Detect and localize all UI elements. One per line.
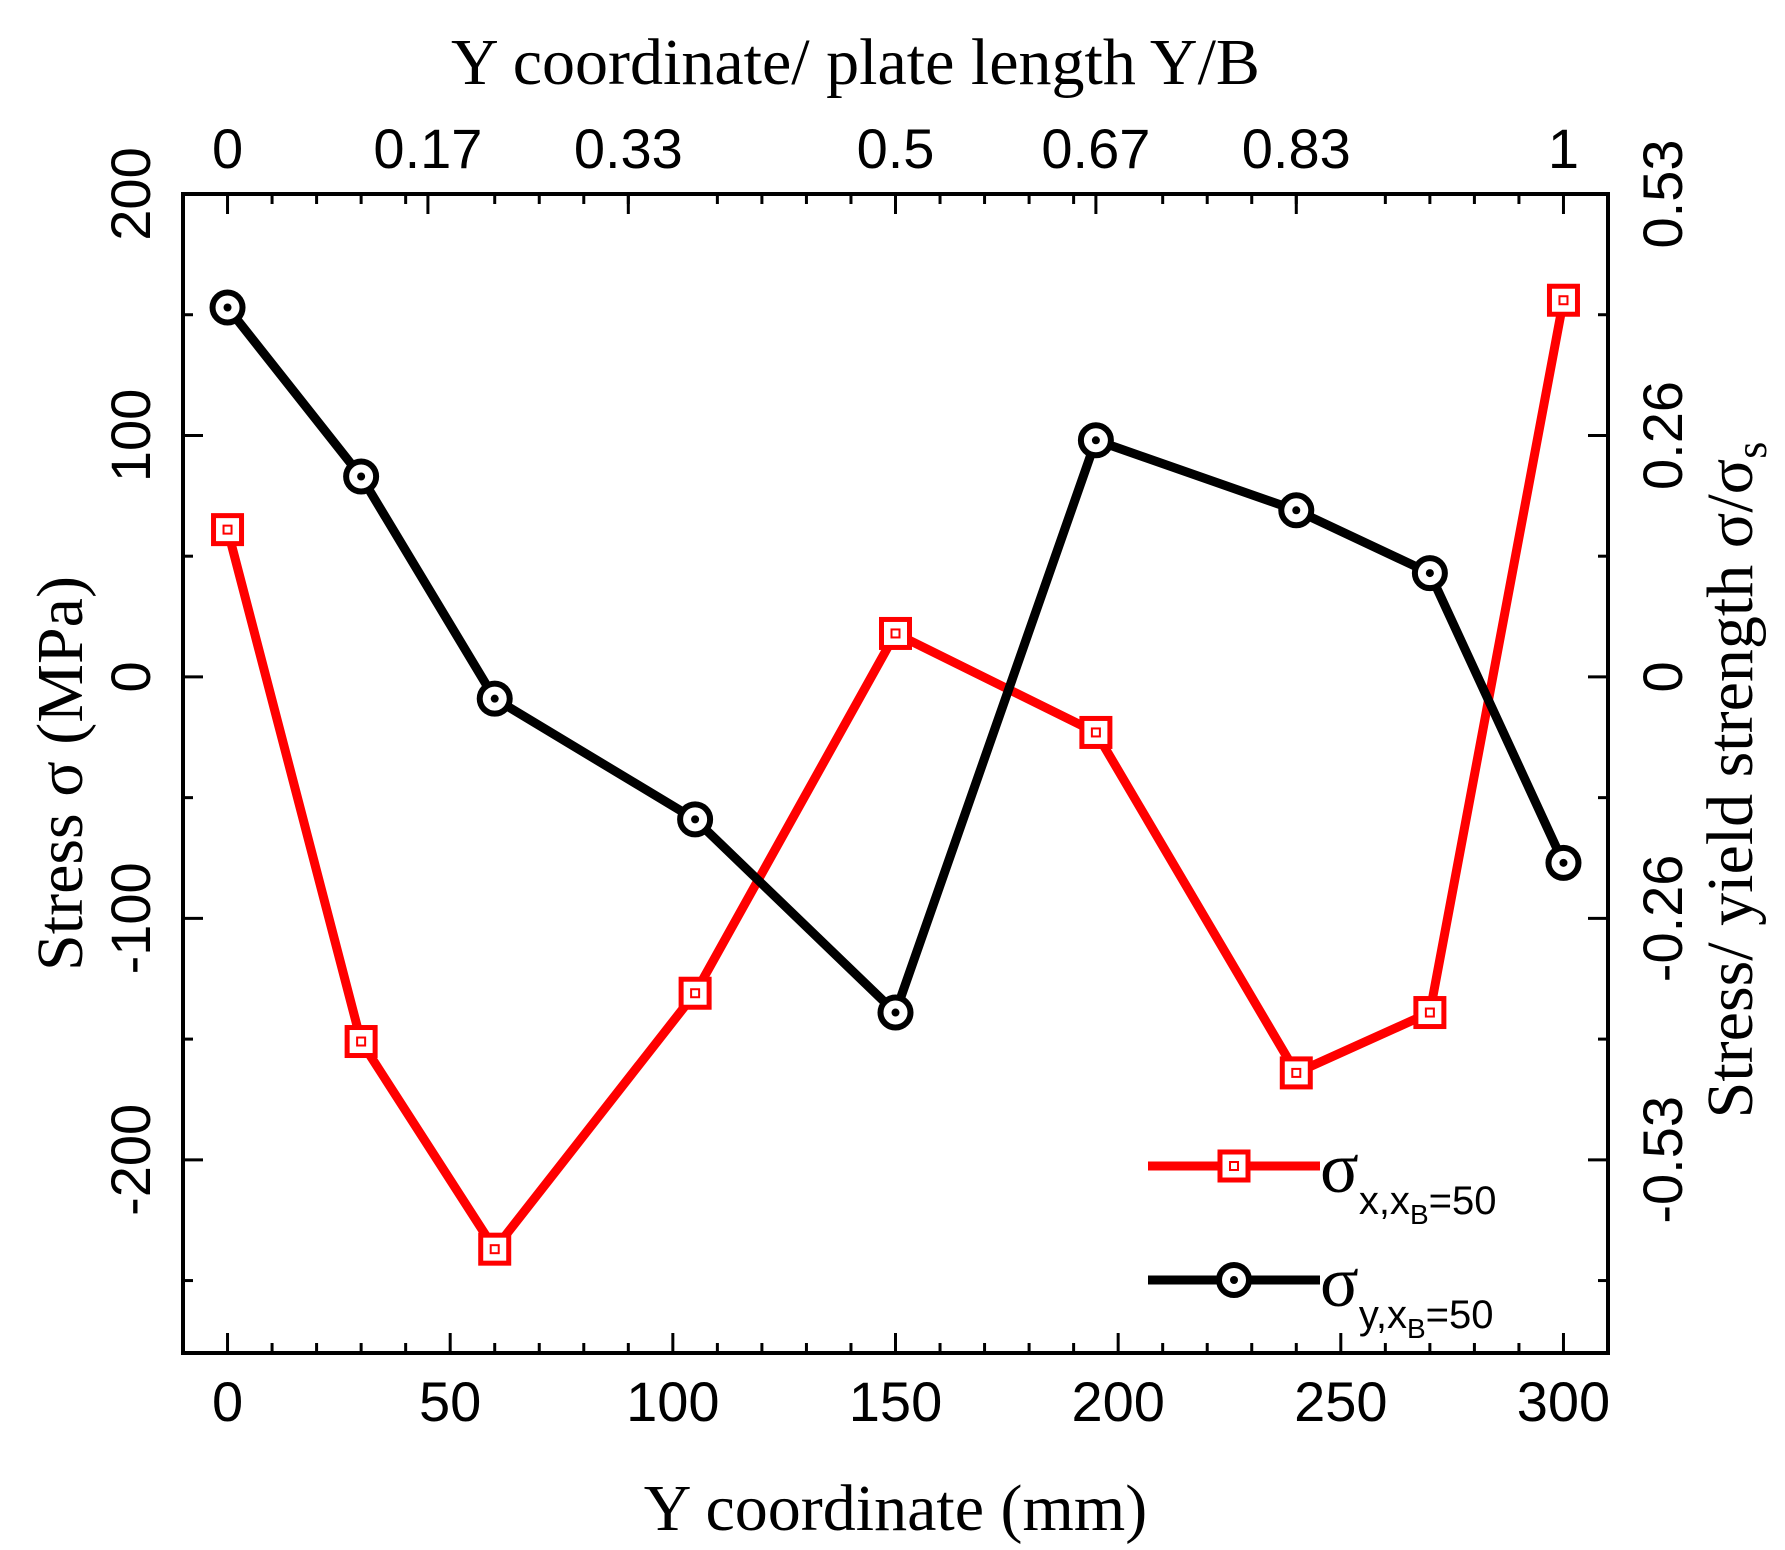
square-marker-inner [1558, 295, 1569, 306]
top-tick-label: 0.33 [574, 117, 683, 180]
square-marker [1279, 1056, 1313, 1090]
x-tick-label: 0 [212, 1370, 243, 1433]
minor-ticks [181, 194, 1610, 1353]
legend-subscript-tail: =50 [1426, 1293, 1494, 1337]
top-tick-label: 1 [1548, 117, 1579, 180]
right-tick-label: 0.26 [1631, 381, 1694, 490]
series-line [223, 299, 1568, 1257]
circle-marker-dot [357, 472, 366, 481]
square-marker-inner [1229, 1161, 1239, 1171]
y-axis-title: Stress σ (MPa) [24, 576, 97, 971]
circle-marker-dot [1559, 858, 1568, 867]
square-marker-inner [222, 524, 233, 535]
legend-symbol: σ [1320, 1128, 1359, 1208]
circle-marker-dot [1230, 1276, 1238, 1284]
right-axis-title-main: Stress/ yield strength σ/σ [1694, 459, 1767, 1119]
right-axis-title: Stress/ yield strength σ/σs [1694, 442, 1776, 1119]
series-sigma-x [211, 283, 1580, 1266]
top-tick-label: 0.17 [373, 117, 482, 180]
legend-entry: σx,xB=50 [1148, 1128, 1496, 1230]
square-marker-inner [1090, 727, 1101, 738]
legend-label: σy,xB=50 [1320, 1242, 1494, 1344]
x-tick-label: 300 [1517, 1370, 1610, 1433]
legend-entry: σy,xB=50 [1148, 1242, 1494, 1344]
right-tick-label: 0.53 [1631, 140, 1694, 249]
y-tick-label: 0 [99, 661, 162, 692]
top-axis-title: Y coordinate/ plate length Y/B [451, 26, 1260, 99]
series-layer [209, 283, 1582, 1266]
square-marker-inner [690, 988, 701, 999]
tick-labels: 0 50 100 150 200 250 300 0 0.17 0.33 0.5 0.67 0.83 1 -… [99, 117, 1694, 1433]
circle-marker-dot [223, 303, 232, 312]
square-marker [1079, 715, 1113, 749]
legend-subscript: x,x [1359, 1179, 1410, 1223]
y-tick-label: -200 [99, 1104, 162, 1216]
right-axis-title-subscript: s [1727, 442, 1776, 459]
legend-subscript-tail: =50 [1429, 1179, 1497, 1223]
top-tick-label: 0.67 [1041, 117, 1150, 180]
legend-symbol: σ [1320, 1242, 1359, 1322]
y-tick-label: -100 [99, 862, 162, 974]
square-marker-inner [1291, 1067, 1302, 1078]
x-tick-label: 250 [1294, 1370, 1387, 1433]
legend-subscript: y,x [1359, 1293, 1407, 1337]
top-tick-label: 0.5 [857, 117, 935, 180]
square-marker [678, 976, 712, 1010]
legend-sub-subscript: B [1407, 1313, 1426, 1344]
major-ticks [183, 192, 1608, 1353]
right-tick-label: 0 [1631, 661, 1694, 692]
top-tick-label: 0 [212, 117, 243, 180]
series-line [224, 304, 1568, 1021]
right-tick-label: -0.53 [1631, 1096, 1694, 1224]
circle-marker-dot [1292, 506, 1301, 515]
x-tick-label: 200 [1071, 1370, 1164, 1433]
x-tick-label: 100 [626, 1370, 719, 1433]
legend-label: σx,xB=50 [1320, 1128, 1496, 1230]
top-tick-label: 0.83 [1242, 117, 1351, 180]
circle-marker-dot [691, 815, 700, 824]
legend-sub-subscript: B [1410, 1199, 1429, 1230]
square-marker [344, 1025, 378, 1059]
y-tick-label: 100 [99, 389, 162, 482]
x-tick-label: 150 [849, 1370, 942, 1433]
square-marker-inner [1424, 1007, 1435, 1018]
right-tick-label: -0.26 [1631, 855, 1694, 983]
circle-marker-dot [891, 1008, 900, 1017]
x-axis-title: Y coordinate (mm) [644, 1472, 1147, 1545]
circle-marker-dot [490, 694, 499, 703]
y-tick-label: 200 [99, 147, 162, 240]
square-marker-inner [489, 1244, 500, 1255]
series-sigma-y [209, 289, 1582, 1031]
circle-marker-dot [1425, 569, 1434, 578]
square-marker-inner [890, 628, 901, 639]
x-tick-label: 50 [419, 1370, 481, 1433]
circle-marker-dot [1091, 436, 1100, 445]
square-marker-inner [356, 1036, 367, 1047]
